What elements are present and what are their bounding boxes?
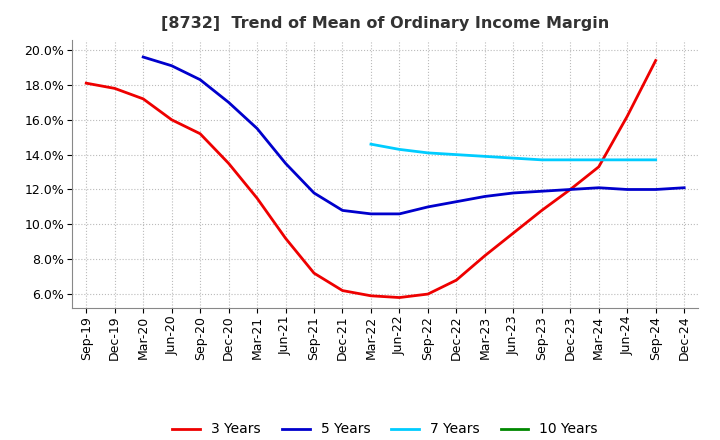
Legend: 3 Years, 5 Years, 7 Years, 10 Years: 3 Years, 5 Years, 7 Years, 10 Years xyxy=(167,417,603,440)
Title: [8732]  Trend of Mean of Ordinary Income Margin: [8732] Trend of Mean of Ordinary Income … xyxy=(161,16,609,32)
